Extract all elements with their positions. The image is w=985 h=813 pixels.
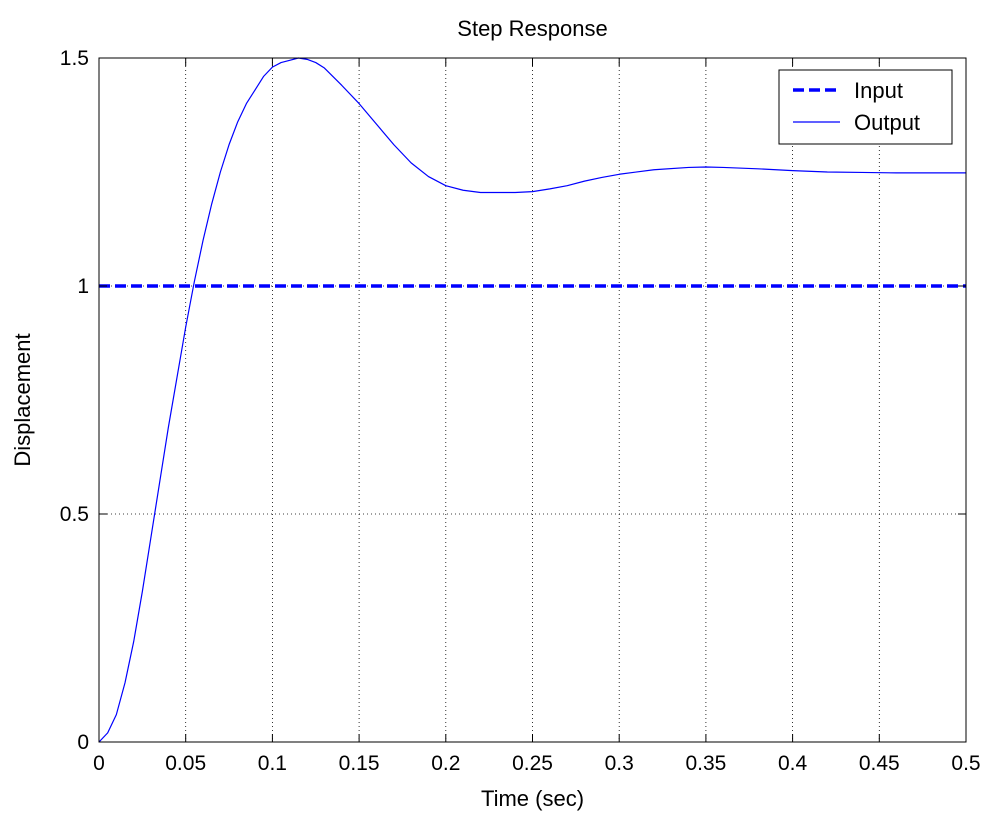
x-tick-label: 0.2 (431, 752, 460, 775)
y-tick-label: 0.5 (60, 503, 89, 526)
x-axis-label: Time (sec) (481, 786, 584, 811)
y-tick-label: 0 (77, 731, 89, 754)
x-tick-label: 0.1 (258, 752, 287, 775)
y-tick-label: 1.5 (60, 47, 89, 70)
y-tick-label: 1 (77, 275, 89, 298)
axis-ticks (98, 57, 967, 743)
x-tick-label: 0.3 (605, 752, 634, 775)
x-tick-label: 0.15 (339, 752, 380, 775)
legend-box (778, 69, 953, 145)
legend-label-output: Output (854, 110, 920, 135)
plot-area (99, 58, 966, 742)
series-layer (98, 57, 966, 743)
chart-title: Step Response (457, 16, 607, 41)
x-tick-label: 0.5 (951, 752, 980, 775)
tick-labels: 0 0.05 0.1 0.15 0.2 0.25 0.3 0.35 0.4 0.45 0.5 0 0.5… (60, 47, 981, 775)
x-tick-label: 0.05 (165, 752, 206, 775)
x-tick-label: 0.35 (685, 752, 726, 775)
legend-label-input: Input (854, 78, 903, 103)
x-tick-label: 0 (93, 752, 105, 775)
x-tick-label: 0.45 (859, 752, 900, 775)
legend: Input Output (778, 69, 953, 145)
series-line-output (98, 57, 966, 743)
y-axis-label: Displacement (10, 333, 35, 466)
x-tick-label: 0.4 (778, 752, 808, 775)
x-tick-label: 0.25 (512, 752, 553, 775)
